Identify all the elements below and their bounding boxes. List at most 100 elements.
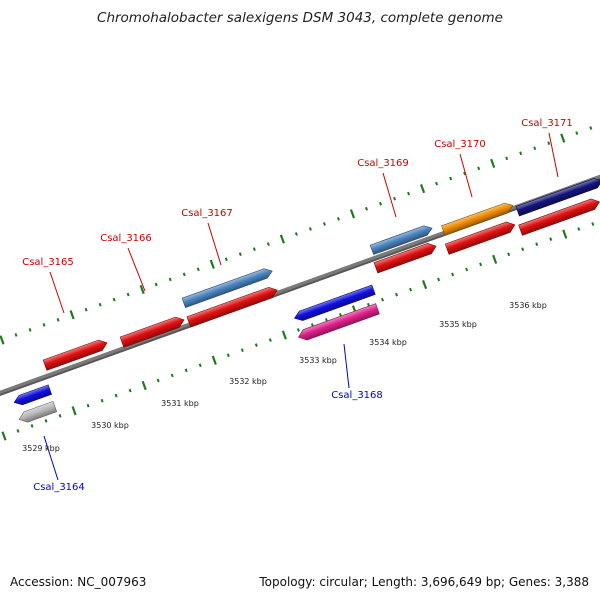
inner-tick-ring-tick bbox=[281, 330, 287, 340]
outer-tick-ring-tick bbox=[365, 206, 368, 211]
gene-label: Csal_3169 bbox=[357, 158, 409, 169]
outer-tick-ring-tick bbox=[420, 183, 426, 194]
outer-tick-ring-tick bbox=[14, 333, 18, 337]
inner-tick-ring-tick bbox=[114, 393, 118, 398]
inner-tick-ring-tick bbox=[58, 413, 62, 418]
scale-label: 3536 kbp bbox=[509, 301, 547, 310]
inner-tick-ring-tick bbox=[16, 429, 20, 433]
gene-label: Csal_3166 bbox=[100, 233, 152, 244]
gene-arrow-gray bbox=[18, 401, 58, 423]
genome-summary: Topology: circular; Length: 3,696,649 bp… bbox=[259, 575, 589, 589]
outer-tick-ring-tick bbox=[505, 156, 509, 161]
gene-leader-line bbox=[49, 271, 65, 314]
gene-label: Csal_3164 bbox=[33, 482, 85, 493]
gene-leader-line bbox=[382, 172, 397, 218]
outer-tick-ring-tick bbox=[490, 158, 496, 168]
gene-label: Csal_3170 bbox=[434, 139, 486, 150]
inner-tick-ring-tick bbox=[86, 403, 90, 408]
gene-leader-line bbox=[127, 247, 146, 292]
inner-tick-ring-tick bbox=[437, 277, 441, 282]
outer-tick-ring-tick bbox=[266, 242, 270, 246]
inner-tick-ring-tick bbox=[240, 348, 244, 353]
inner-tick-ring-tick bbox=[562, 229, 568, 239]
outer-tick-ring-tick bbox=[407, 191, 411, 196]
outer-tick-ring-tick bbox=[139, 284, 145, 295]
inner-tick-ring-tick bbox=[577, 227, 581, 231]
inner-tick-ring-tick bbox=[591, 222, 595, 226]
inner-tick-ring-tick bbox=[141, 380, 147, 391]
scale-label: 3531 kbp bbox=[161, 399, 199, 408]
outer-tick-ring-tick bbox=[519, 151, 523, 156]
gene-leader-line bbox=[459, 153, 473, 198]
outer-tick-ring-tick bbox=[560, 133, 566, 143]
gene-arrow-red bbox=[42, 339, 108, 371]
inner-tick-ring-tick bbox=[395, 292, 399, 297]
outer-tick-ring-tick bbox=[349, 209, 356, 219]
outer-tick-ring-tick bbox=[533, 146, 537, 151]
outer-tick-ring-tick bbox=[224, 257, 228, 262]
gene-arrow-red bbox=[518, 198, 600, 236]
scale-label: 3530 kbp bbox=[91, 421, 129, 430]
inner-tick-ring-tick bbox=[479, 262, 483, 267]
outer-tick-ring-tick bbox=[42, 323, 46, 327]
scale-label: 3529 kbp bbox=[22, 444, 60, 453]
scale-label: 3532 kbp bbox=[229, 377, 267, 386]
outer-tick-ring-tick bbox=[379, 201, 382, 206]
scale-label: 3535 kbp bbox=[439, 320, 477, 329]
outer-tick-ring-tick bbox=[435, 181, 439, 186]
inner-tick-ring-tick bbox=[211, 355, 217, 365]
gene-arrow-orange bbox=[441, 202, 514, 236]
inner-tick-ring-tick bbox=[226, 353, 230, 358]
gene-arrow-steelblue bbox=[181, 268, 273, 309]
outer-tick-ring-tick bbox=[98, 302, 102, 307]
inner-tick-ring-tick bbox=[100, 398, 104, 403]
inner-tick-ring-tick bbox=[1, 431, 7, 441]
outer-tick-ring-tick bbox=[463, 171, 467, 176]
inner-tick-ring-tick bbox=[465, 267, 469, 272]
inner-tick-ring-tick bbox=[184, 368, 188, 373]
scale-label: 3534 kbp bbox=[369, 338, 407, 347]
inner-tick-ring-tick bbox=[71, 406, 77, 416]
gene-label: Csal_3165 bbox=[22, 257, 74, 268]
gene-arrow-blue bbox=[13, 384, 52, 406]
outer-tick-ring-tick bbox=[84, 307, 88, 312]
outer-tick-ring-tick bbox=[547, 141, 551, 145]
inner-tick-ring-tick bbox=[128, 388, 132, 393]
gene-arrow-red bbox=[373, 243, 437, 274]
inner-tick-ring-tick bbox=[296, 328, 300, 332]
gene-arrow-steelblue bbox=[369, 225, 433, 255]
gene-leader-line bbox=[548, 132, 559, 178]
inner-tick-ring-tick bbox=[254, 343, 258, 347]
gene-leader-line bbox=[343, 343, 350, 389]
inner-tick-ring-tick bbox=[492, 254, 498, 264]
outer-tick-ring-tick bbox=[196, 267, 200, 272]
outer-tick-ring-tick bbox=[279, 234, 285, 244]
inner-tick-ring-tick bbox=[170, 373, 174, 378]
inner-tick-ring-tick bbox=[535, 242, 539, 247]
outer-tick-ring-tick bbox=[449, 176, 453, 181]
outer-tick-ring-tick bbox=[126, 292, 130, 297]
inner-tick-ring-tick bbox=[268, 338, 272, 342]
outer-tick-ring-tick bbox=[589, 126, 593, 130]
scale-label: 3533 kbp bbox=[299, 356, 337, 365]
outer-tick-ring-tick bbox=[209, 259, 215, 269]
gene-arrow-red bbox=[186, 286, 278, 328]
inner-tick-ring-tick bbox=[422, 279, 428, 290]
outer-tick-ring-tick bbox=[336, 217, 340, 221]
outer-tick-ring-tick bbox=[56, 317, 60, 322]
outer-tick-ring-tick bbox=[168, 277, 172, 282]
inner-tick-ring-tick bbox=[507, 252, 511, 257]
gene-label: Csal_3168 bbox=[331, 390, 383, 401]
map-title: Chromohalobacter salexigens DSM 3043, co… bbox=[97, 10, 503, 26]
accession-label: Accession: NC_007963 bbox=[10, 575, 147, 589]
outer-tick-ring-tick bbox=[0, 335, 5, 345]
outer-tick-ring-tick bbox=[112, 297, 116, 302]
inner-tick-ring-tick bbox=[198, 363, 202, 368]
outer-tick-ring-tick bbox=[393, 196, 397, 201]
outer-tick-ring-tick bbox=[477, 166, 481, 171]
inner-tick-ring-tick bbox=[521, 247, 525, 252]
inner-tick-ring-tick bbox=[44, 419, 48, 423]
outer-tick-ring-tick bbox=[575, 131, 579, 135]
inner-tick-ring-tick bbox=[156, 378, 160, 383]
